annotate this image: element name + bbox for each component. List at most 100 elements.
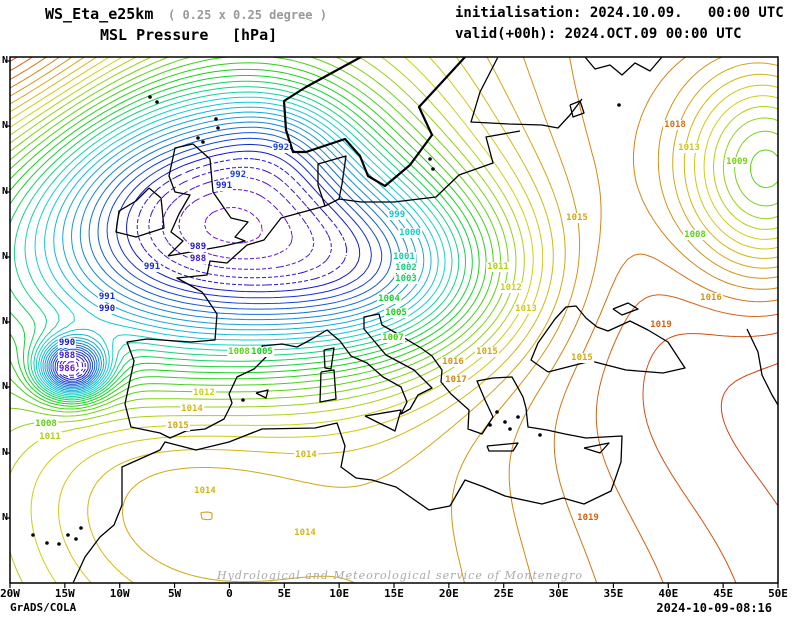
island-dot [79,526,83,530]
island-dot [488,423,492,427]
resolution-label: ( 0.25 x 0.25 degree ) [168,8,327,22]
y-axis-label: N [1,55,8,66]
isobar-1017 [10,57,778,583]
x-axis-label: 15E [384,587,404,600]
y-axis-label: N [1,251,8,262]
x-axis-label: 35E [603,587,624,600]
island-dot [617,103,621,107]
island-dot [241,398,245,402]
coastline-corsica [323,347,335,370]
coastline-sicily [364,409,402,432]
initialisation-time: initialisation: 2024.10.09. 00:00 UTC [455,5,784,21]
island-dot [66,533,70,537]
coastline-ireland [115,187,165,238]
map-frame [9,56,779,584]
coastline-cyprus [583,442,610,454]
y-axis-label: N [1,120,8,131]
coastline-scandinavia [282,57,466,188]
coastline-blackSea [530,305,686,374]
axis-ticks [5,60,779,588]
isobar-1008 [10,57,778,413]
island-dot [495,410,499,414]
isobar-1013 [10,57,778,583]
island-dot [45,541,49,545]
x-axis-label: 15W [54,587,75,600]
island-dot [214,117,218,121]
isobar-1005 [10,68,480,405]
isobar-989 [59,158,348,378]
generation-timestamp: 2024-10-09-08:16 [656,601,772,615]
y-axis-label: N [1,447,8,458]
isobar-layer [10,57,778,583]
coastline-balticSouth [361,130,521,203]
coastline-sardinia [319,369,337,403]
isobar-1001 [24,91,453,397]
x-axis-label: 45E [713,587,734,600]
x-axis-label: 0 [226,587,233,600]
isobar-1014 [10,57,778,583]
isobar-1021 [720,362,778,507]
model-name: WS_Eta_e25km [45,5,154,23]
y-axis-label: N [1,316,8,327]
island-dot [516,415,520,419]
isobar-1018 [10,57,778,583]
isobar-1019 [10,57,778,583]
x-axis-label: 20W [0,587,20,600]
field-units: [hPa] [232,26,278,44]
island-dot [538,433,542,437]
island-dot [148,95,152,99]
x-axis-label: 30E [548,587,569,600]
watermark: Hydrological and Meteorological service … [217,569,583,582]
coastline-mallorca [255,389,269,399]
x-axis-label: 10E [329,587,350,600]
coastline-uk [167,143,249,257]
island-dot [431,167,435,171]
island-dot [503,420,507,424]
isobar-998 [40,106,432,393]
x-axis-label: 20E [438,587,459,600]
island-dot [508,427,512,431]
isobar-997 [42,111,425,391]
isobar-986 [178,189,293,260]
coastline-main [72,198,623,583]
isobar-985 [204,206,263,244]
isobar-1020 [10,57,778,583]
valid-time: valid(+00h): 2024.OCT.09 00:00 UTC [455,26,742,42]
coastline-ladoga [569,100,585,118]
isobar-1011 [10,57,778,583]
island-dot [155,100,159,104]
island-dot [201,140,205,144]
grads-credit: GrADS/COLA [10,601,77,614]
island-dot [57,542,61,546]
isobar-996 [44,116,417,390]
isobar-993 [50,132,392,385]
y-axis-label: N [1,512,8,523]
coastline-finland [470,57,583,129]
island-dot [74,537,78,541]
x-axis-label: 50E [768,587,788,600]
isobar-1006 [10,62,487,407]
isobar-1007 [10,57,494,410]
isobar-1010 [10,57,778,433]
isobar-1015 [10,57,778,583]
y-axis-label: N [1,381,8,392]
isobar-994 [48,126,401,387]
isobar-1012 [10,57,778,583]
isobar-999 [38,101,439,394]
coastline-caspian [746,328,778,406]
x-axis-label: 5E [277,587,291,600]
x-axis-label: 40E [658,587,679,600]
x-axis-label: 25E [493,587,514,600]
isobar-1003 [10,80,466,401]
coastline-jutland [317,155,347,207]
isobar-1009 [10,57,778,417]
isobar-995 [46,121,409,388]
coastline-layer [31,57,778,583]
island-dot [428,157,432,161]
isobar-992 [52,137,383,384]
isobar-1000 [34,96,446,396]
coastline-crete [486,442,519,452]
coastline-azov [612,302,639,316]
